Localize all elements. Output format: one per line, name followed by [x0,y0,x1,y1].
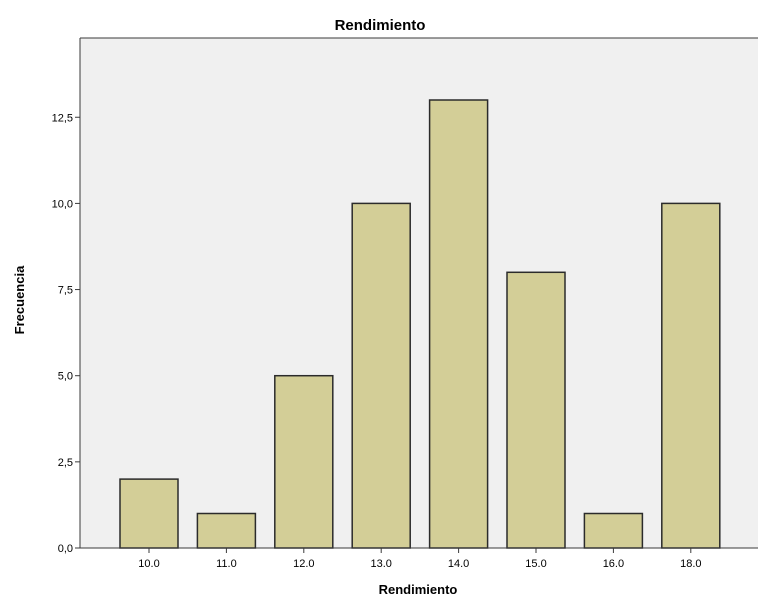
chart-title: Rendimiento [335,17,426,34]
y-tick-label: 5,0 [58,371,73,383]
bar-11-0 [196,512,257,549]
y-axis-ticks: 0,0 2,5 5,0 7,5 10,0 12,5 [52,112,80,555]
bar-14-0 [428,99,489,549]
x-tick-label: 11.0 [216,558,237,570]
y-tick-label: 0,0 [58,543,73,555]
y-tick-label: 10,0 [52,198,73,210]
x-axis-label: Rendimiento [379,582,458,597]
bar-15-0 [506,271,566,549]
bar-16-0 [583,512,644,549]
y-axis-label: Frecuencia [12,265,27,334]
bar-10-0 [119,478,179,549]
bar-13-0 [351,202,411,549]
x-axis-ticks: 10.0 11.0 12.0 13.0 14.0 15.0 16.0 18.0 [138,548,702,570]
x-tick-label: 12.0 [293,558,314,570]
plot-area [80,38,758,548]
bars-group [119,99,721,549]
x-tick-label: 14.0 [448,558,469,570]
x-tick-label: 18.0 [680,558,701,570]
y-tick-label: 2,5 [58,457,73,469]
x-tick-label: 10.0 [138,558,159,570]
y-tick-label: 12,5 [52,112,73,124]
x-tick-label: 15.0 [525,558,546,570]
y-tick-label: 7,5 [58,285,73,297]
bar-12-0 [274,374,334,549]
x-tick-label: 13.0 [370,558,391,570]
bar-18-0 [661,202,721,549]
x-tick-label: 16.0 [603,558,624,570]
